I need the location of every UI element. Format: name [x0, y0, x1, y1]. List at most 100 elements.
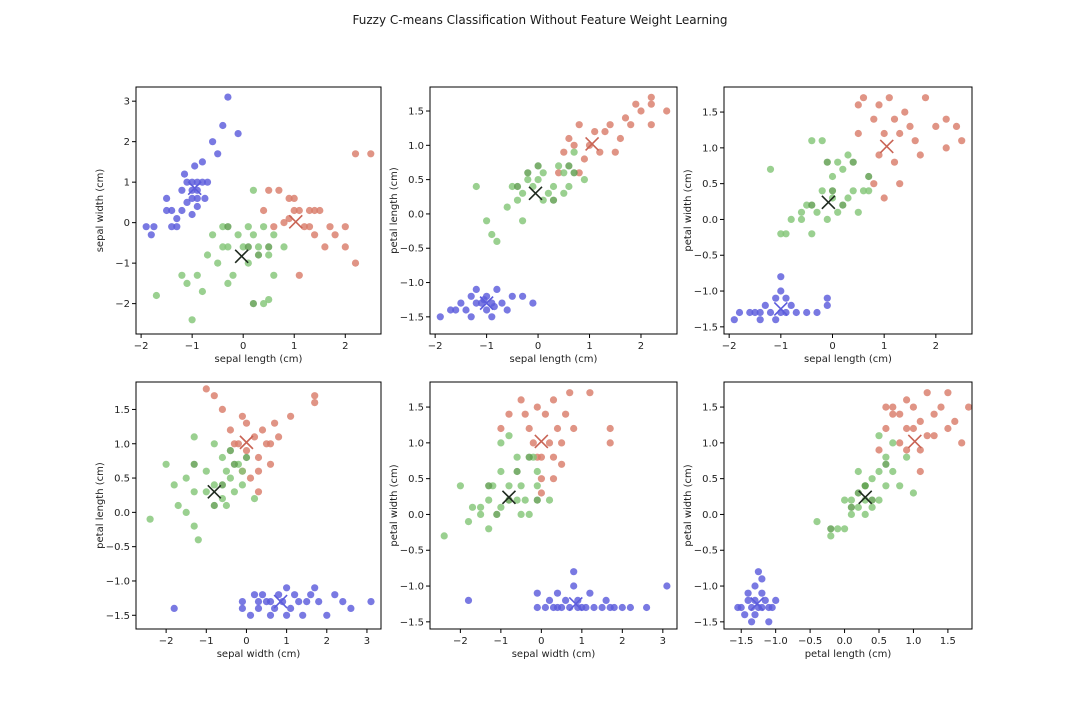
data-point: [270, 231, 278, 239]
data-point: [513, 196, 522, 204]
data-point: [513, 182, 522, 191]
data-point: [254, 467, 263, 475]
data-point: [242, 453, 251, 462]
x-tick-label: −2: [134, 341, 149, 352]
scatter-panel-5: −2 −1 0 1 2 3 −1.5 −1.0 −0.5 0.0 0.5 1.0 1.5 sepal wi…: [389, 381, 678, 660]
data-point: [859, 94, 868, 102]
y-tick-label: −1.5: [694, 322, 718, 333]
data-point: [748, 603, 756, 612]
x-tick-label: 0: [535, 341, 541, 352]
data-point: [944, 424, 952, 433]
data-point: [647, 93, 655, 101]
data-point: [930, 432, 938, 440]
centroid-marker: [501, 490, 517, 505]
data-point: [283, 584, 291, 592]
data-point: [483, 217, 491, 225]
data-point: [533, 482, 541, 490]
x-tick-label: 0.5: [871, 636, 887, 647]
data-point: [896, 439, 904, 447]
data-point: [590, 603, 598, 612]
y-axis-label: petal width (cm): [683, 169, 694, 251]
data-point: [744, 596, 752, 605]
data-point: [598, 603, 606, 612]
data-point: [777, 230, 785, 238]
data-point: [744, 589, 752, 597]
x-axis-label: sepal length (cm): [804, 354, 892, 365]
data-point: [882, 482, 890, 490]
y-axis-label: petal length (cm): [389, 167, 400, 254]
data-point: [254, 453, 263, 462]
data-point: [170, 604, 178, 613]
y-tick-label: 1.5: [702, 108, 718, 119]
data-point: [875, 496, 883, 504]
data-point: [180, 170, 189, 178]
data-point: [188, 194, 196, 202]
data-point: [735, 308, 744, 317]
y-tick-label: −0.5: [694, 546, 718, 557]
x-tick-label: −1: [479, 341, 494, 352]
centroid-marker: [773, 301, 788, 317]
data-point: [472, 299, 480, 307]
data-point: [331, 591, 339, 599]
data-point: [163, 194, 171, 202]
data-point: [849, 187, 857, 195]
centroid-marker: [239, 435, 254, 450]
axes-frame: [135, 381, 382, 630]
y-tick-label: 0.0: [408, 510, 424, 521]
y-tick-label: −1.5: [106, 611, 130, 622]
y-tick-label: −1.0: [106, 576, 130, 587]
data-point: [265, 296, 273, 304]
data-point: [553, 589, 562, 597]
data-point: [758, 575, 766, 583]
x-tick-label: 2: [619, 636, 625, 647]
data-point: [525, 510, 533, 518]
data-point: [741, 611, 749, 619]
y-axis-label: petal length (cm): [95, 462, 106, 549]
y-tick-label: −0.5: [106, 542, 130, 553]
data-point: [173, 215, 181, 223]
data-point: [178, 271, 186, 279]
axes-frame: [135, 86, 382, 335]
y-tick-label: −1.5: [400, 617, 424, 628]
x-tick-label: 1: [881, 341, 887, 352]
data-point: [896, 129, 904, 138]
data-point: [219, 223, 227, 231]
y-tick-label: 1: [124, 178, 130, 189]
data-point: [249, 231, 257, 239]
x-axis-label: sepal length (cm): [215, 354, 303, 365]
data-point: [210, 501, 218, 510]
data-point: [152, 291, 160, 300]
data-point: [944, 389, 952, 397]
data-point: [270, 271, 278, 279]
data-point: [290, 206, 298, 215]
data-point: [823, 215, 831, 223]
y-tick-label: −0.5: [400, 244, 424, 255]
data-point: [183, 279, 191, 287]
data-point: [519, 189, 527, 197]
data-point: [859, 187, 868, 195]
data-point: [198, 158, 206, 166]
data-point: [275, 433, 283, 441]
y-tick-label: 0.5: [702, 179, 718, 190]
data-point: [541, 603, 550, 612]
data-point: [230, 488, 238, 496]
data-point: [539, 169, 547, 177]
data-point: [519, 292, 527, 300]
data-point: [341, 243, 349, 251]
data-point: [533, 603, 541, 612]
y-tick-label: 0.5: [408, 175, 424, 186]
y-tick-label: −1: [115, 259, 130, 270]
data-point: [508, 292, 516, 300]
data-point: [582, 603, 590, 612]
data-point: [280, 243, 288, 251]
x-tick-label: −1.5: [729, 636, 753, 647]
data-point: [339, 598, 347, 606]
data-point: [321, 243, 329, 251]
data-point: [782, 230, 790, 238]
data-point: [882, 460, 890, 468]
data-point: [305, 206, 314, 215]
data-point: [834, 158, 842, 166]
y-tick-label: 0.5: [114, 474, 130, 485]
data-point: [533, 403, 541, 411]
data-point: [533, 496, 541, 504]
